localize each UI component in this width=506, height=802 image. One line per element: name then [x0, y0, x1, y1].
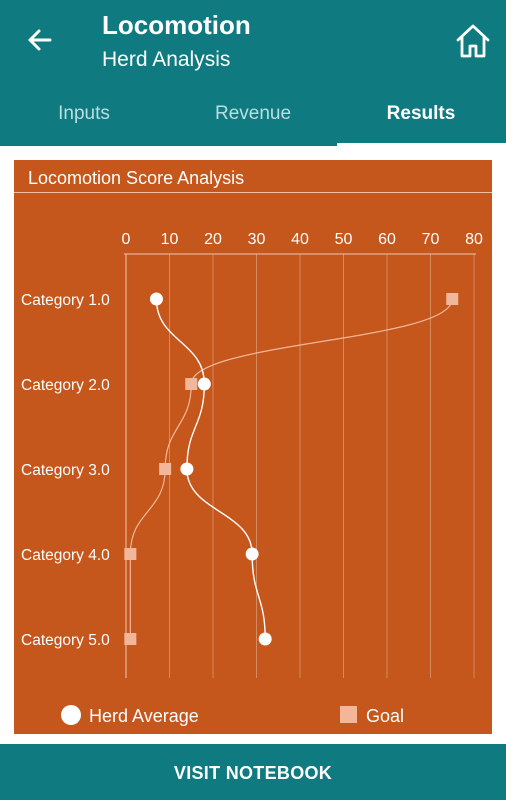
tab-bar: Inputs Revenue Results: [0, 94, 506, 146]
category-label: Category 4.0: [21, 547, 110, 564]
tab-results[interactable]: Results: [386, 103, 456, 124]
legend-goal-label: Goal: [366, 706, 404, 726]
x-tick-label: 10: [161, 231, 179, 248]
chart-title: Locomotion Score Analysis: [28, 168, 245, 188]
chart-title-divider: [14, 192, 492, 193]
herd-average-point: [149, 292, 163, 306]
category-label: Category 5.0: [21, 632, 110, 649]
goal-point: [159, 463, 172, 475]
goal-point: [124, 548, 137, 560]
legend-herd-average-marker: [61, 705, 81, 725]
herd-average-point: [180, 462, 194, 476]
page-subtitle: Herd Analysis: [102, 48, 231, 71]
goal-point: [185, 378, 198, 390]
x-tick-label: 70: [422, 231, 440, 248]
tab-inputs[interactable]: Inputs: [58, 103, 110, 124]
app-bar: Locomotion Herd Analysis: [0, 0, 506, 94]
x-tick-label: 60: [378, 231, 396, 248]
x-tick-label: 50: [335, 231, 353, 248]
goal-series-line: [129, 298, 453, 639]
active-tab-indicator: [337, 143, 506, 146]
category-label: Category 3.0: [21, 462, 110, 479]
x-tick-label: 30: [248, 231, 266, 248]
x-tick-label: 20: [204, 231, 222, 248]
goal-point: [124, 633, 137, 645]
legend-herd-average-label: Herd Average: [89, 706, 199, 726]
x-tick-label: 0: [122, 231, 131, 248]
category-label: Category 1.0: [21, 292, 110, 309]
category-label: Category 2.0: [21, 377, 110, 394]
home-icon[interactable]: [454, 22, 492, 60]
bottom-bar: VISIT NOTEBOOK: [0, 744, 506, 800]
herd-average-point: [197, 377, 211, 391]
herd-average-point: [258, 632, 272, 646]
x-tick-label: 40: [291, 231, 309, 248]
herd-average-series-line: [155, 298, 266, 640]
legend-goal-marker: [340, 706, 357, 723]
tab-revenue[interactable]: Revenue: [214, 103, 292, 124]
goal-point: [446, 293, 459, 305]
visit-notebook-button[interactable]: VISIT NOTEBOOK: [173, 763, 333, 783]
page-title: Locomotion: [102, 10, 251, 40]
arrow-back-icon[interactable]: [22, 22, 58, 58]
herd-average-point: [245, 547, 259, 561]
x-tick-label: 80: [465, 231, 483, 248]
locomotion-chart: 0 10 20 30 40 50 60 70 80 Category 1.0 Category 2.…: [21, 231, 483, 726]
chart-card: Locomotion Score Analysis 0 10 20 30 40 50 60 7…: [14, 160, 492, 734]
